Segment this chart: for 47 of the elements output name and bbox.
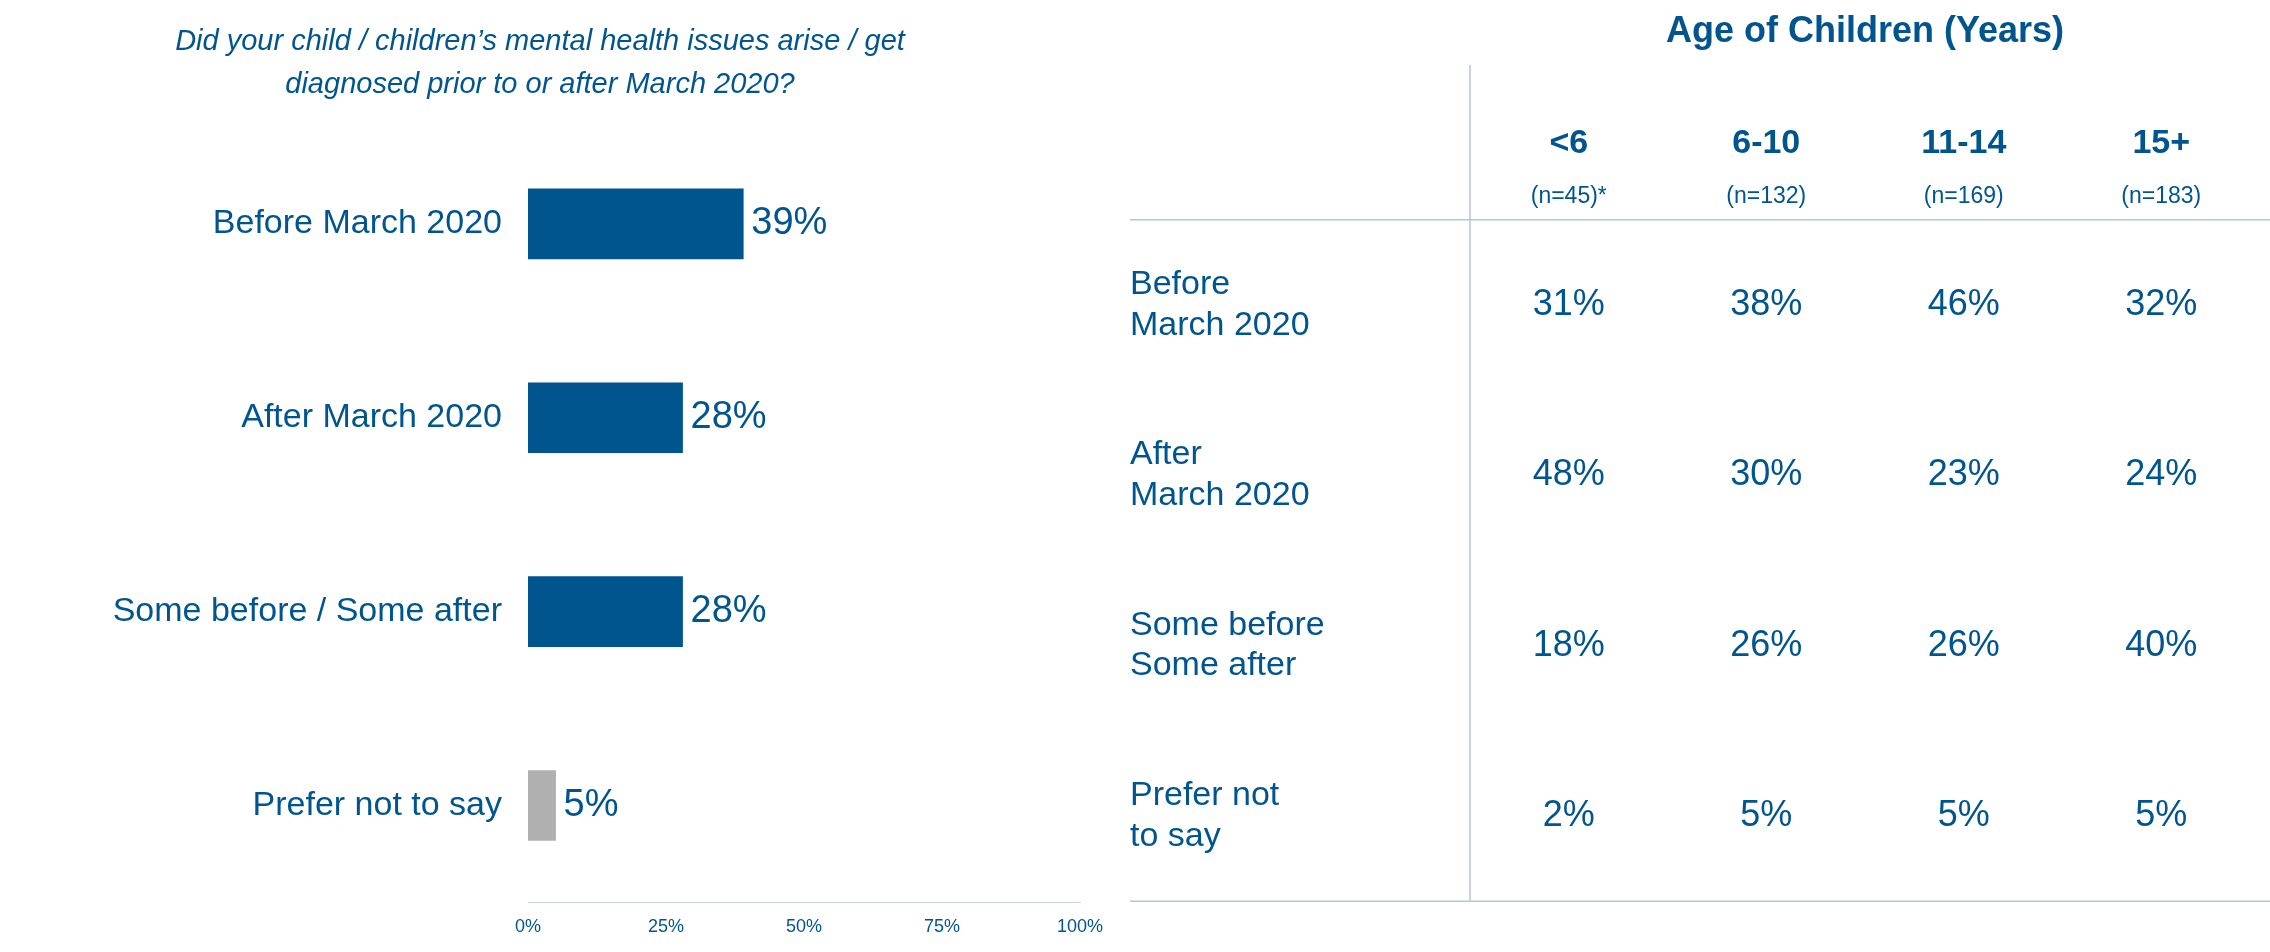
x-tick-label: 50% xyxy=(785,916,823,937)
chart-title: Age of Children (Years) xyxy=(1665,8,2065,50)
x-tick-label: 0% xyxy=(514,916,542,937)
data-label: 18% xyxy=(1532,622,1605,664)
y-tick-label: After March 2020 xyxy=(1130,433,1310,513)
x-tick-label: 25% xyxy=(647,916,685,937)
data-label: 5% xyxy=(2135,792,2188,834)
x-tick-label: 15+ xyxy=(2132,121,2191,160)
y-tick-label: Prefer not to say xyxy=(1130,774,1280,853)
data-label: 5% xyxy=(1937,792,1990,834)
text: (n=183) xyxy=(2121,182,2202,209)
data-label: 26% xyxy=(1730,622,1803,664)
data-label: 40% xyxy=(2125,622,2198,664)
y-tick-label: Before March 2020 xyxy=(1130,262,1310,342)
data-label: 24% xyxy=(2125,452,2198,494)
data-label: 5% xyxy=(1740,792,1793,834)
y-tick-label: After March 2020 xyxy=(241,396,502,435)
bar xyxy=(528,576,683,647)
y-tick-label: Some before Some after xyxy=(1130,603,1325,683)
text: (n=45)* xyxy=(1530,182,1607,209)
data-label: 32% xyxy=(2125,281,2198,323)
data-label: 28% xyxy=(690,394,767,437)
data-label: 39% xyxy=(751,200,828,243)
bar xyxy=(528,770,556,841)
x-tick-label: 75% xyxy=(923,916,961,937)
text: (n=169) xyxy=(1923,182,2004,209)
x-tick-label: 100% xyxy=(1056,916,1104,937)
y-tick-label: Before March 2020 xyxy=(212,202,502,241)
data-label: 46% xyxy=(1927,281,2000,323)
data-label: 23% xyxy=(1927,452,2000,494)
y-tick-label: Prefer not to say xyxy=(252,783,502,822)
y-tick-label: Some before / Some after xyxy=(112,590,502,628)
data-label: 5% xyxy=(563,781,619,824)
data-label: 31% xyxy=(1532,281,1605,323)
bar xyxy=(528,382,683,454)
bar xyxy=(528,188,744,260)
x-tick-label: <6 xyxy=(1549,121,1589,160)
x-tick-label: 6-10 xyxy=(1732,121,1801,160)
data-label: 2% xyxy=(1542,792,1595,834)
data-label: 28% xyxy=(690,588,767,631)
text: (n=132) xyxy=(1726,182,1807,209)
chart-title: Did your child / children’s mental health issues arise / get diagnosed prior to or after March 2020? xyxy=(175,23,907,100)
data-label: 26% xyxy=(1927,622,2000,664)
x-tick-label: 11-14 xyxy=(1921,121,2007,160)
data-label: 48% xyxy=(1532,452,1605,494)
data-label: 38% xyxy=(1730,281,1803,323)
data-label: 30% xyxy=(1730,452,1803,494)
